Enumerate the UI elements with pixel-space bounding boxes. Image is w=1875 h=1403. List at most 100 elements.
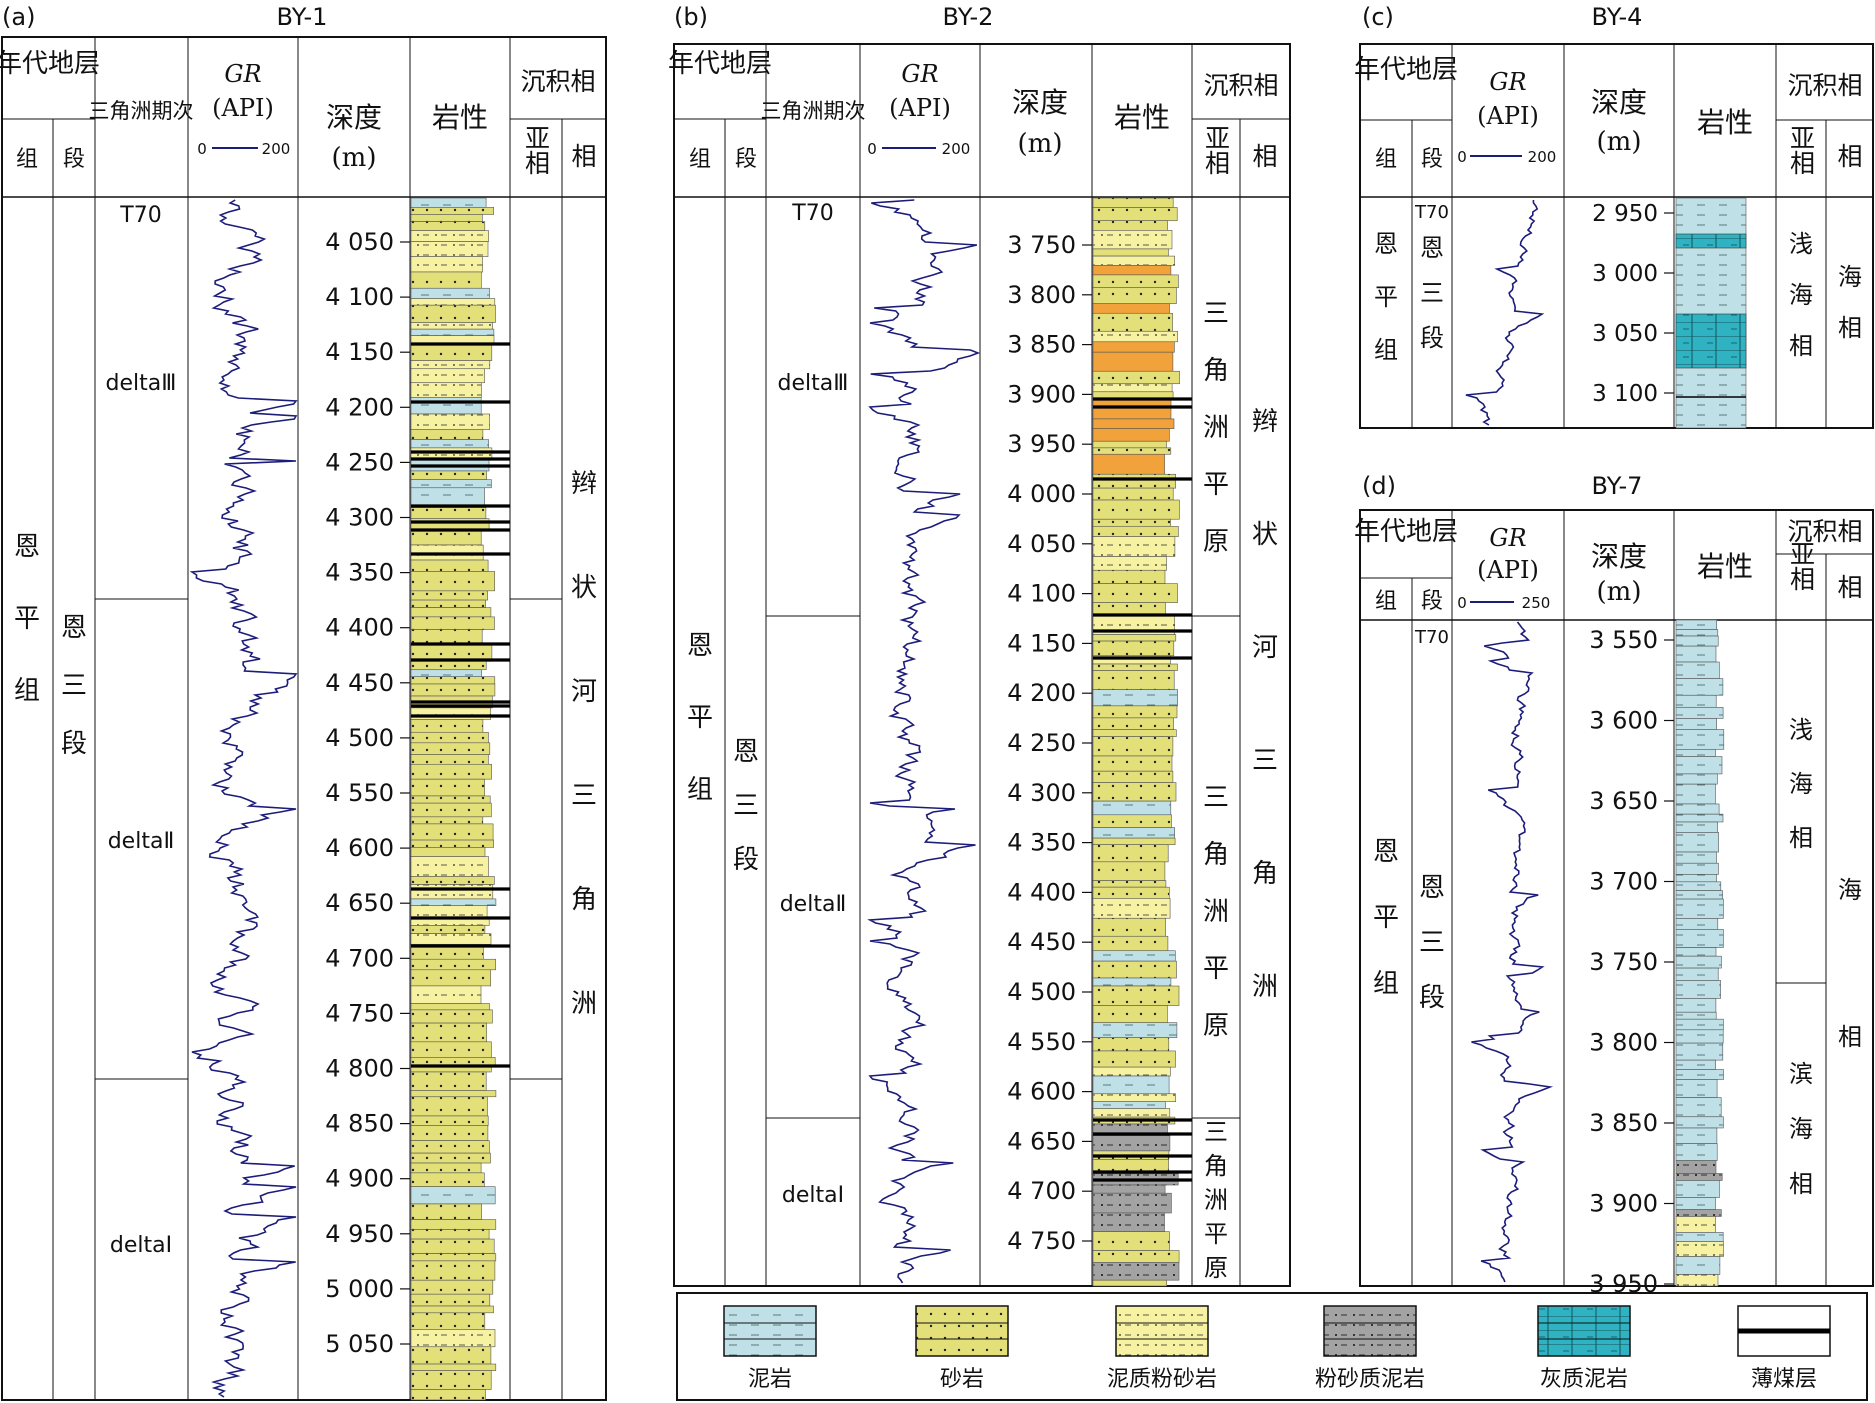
lithology-bed <box>1092 383 1173 393</box>
member-label: 恩三段 <box>61 613 87 759</box>
lithology-bed <box>410 802 492 818</box>
svg-text:三: 三 <box>733 791 759 821</box>
header-facies: 沉积相 <box>520 67 595 96</box>
panel-frame <box>673 43 1291 1287</box>
lithology-bed <box>1675 851 1717 864</box>
well-name: BY-7 <box>1592 472 1643 500</box>
header-lithology: 岩性 <box>1114 101 1170 134</box>
delta-stage-3: deltaⅢ <box>778 371 849 396</box>
lithology-bed <box>1675 1256 1721 1275</box>
subfacies-label: 浅海相 <box>1789 716 1813 852</box>
header-subfacies: 亚相 <box>522 125 551 175</box>
lithology-bed <box>1092 1231 1170 1251</box>
depth-tick-label: 4 100 <box>325 283 394 311</box>
svg-text:段: 段 <box>1420 324 1444 352</box>
depth-tick-label: 4 250 <box>325 448 394 476</box>
depth-axis: 4 050 4 100 4 150 4 200 4 250 4 300 4 350 4 400… <box>325 228 410 1358</box>
lithology-bed <box>1092 755 1173 772</box>
lithology-bed <box>1092 1101 1166 1109</box>
svg-text:三: 三 <box>1203 783 1229 813</box>
svg-text:平: 平 <box>14 604 40 634</box>
lithology-bed <box>1092 556 1167 571</box>
member-label: 恩三段 <box>1420 234 1444 352</box>
header-lithology: 岩性 <box>1697 106 1753 139</box>
svg-text:相: 相 <box>1838 314 1862 342</box>
lithology-bed <box>1092 1135 1171 1152</box>
lithology-bed <box>410 1162 482 1174</box>
lithology-bed <box>1092 844 1169 863</box>
header-gr: GR <box>1489 524 1526 552</box>
svg-text:恩: 恩 <box>14 532 40 562</box>
lithology-bed <box>410 571 495 592</box>
lithology-bed <box>410 816 484 825</box>
lithology-bed <box>410 271 482 289</box>
depth-tick-label: 4 250 <box>1007 729 1076 757</box>
lithology-bed <box>410 1152 491 1164</box>
svg-text:角: 角 <box>1203 840 1229 870</box>
lithology-bed <box>1092 583 1178 603</box>
depth-tick-label: 4 350 <box>325 559 394 587</box>
lithology-bed <box>1092 525 1179 537</box>
header-delta-stage: 三角洲期次 <box>761 99 866 123</box>
lithology-bed <box>1092 705 1178 719</box>
depth-tick-label: 3 850 <box>1589 1109 1658 1137</box>
svg-text:恩: 恩 <box>1419 873 1445 903</box>
lithology-bed <box>1092 428 1170 442</box>
header-depth: 深度 <box>1012 86 1068 119</box>
delta-stage-2: deltaⅡ <box>780 892 847 917</box>
panel-letter: (a) <box>2 3 35 31</box>
svg-text:状: 状 <box>1252 520 1278 550</box>
lithology-bed <box>1675 233 1747 249</box>
panel-letter: (c) <box>1362 3 1394 31</box>
gr-curve <box>867 199 981 1284</box>
panel-by7: (d) BY-7 年代地层 组 段 GR (API) 0 250 深度 (m) … <box>1354 472 1874 1298</box>
lithology-bed <box>1675 635 1719 647</box>
legend-label: 粉砂质泥岩 <box>1315 1367 1425 1392</box>
horizon-label: T70 <box>119 203 161 228</box>
lithology-bed <box>1675 1079 1718 1098</box>
lithology-bed <box>410 1238 495 1254</box>
depth-tick-label: 4 400 <box>325 614 394 642</box>
depth-tick-label: 3 700 <box>1589 868 1658 896</box>
svg-text:恩: 恩 <box>687 631 713 661</box>
lithology-bed <box>410 559 489 572</box>
lithology-bed <box>1092 220 1168 231</box>
panel-by2: (b) BY-2 年代地层 组 段 三角洲期次 GR (API) 0 200 深… <box>668 3 1291 1287</box>
svg-text:河: 河 <box>1252 633 1278 663</box>
header-era: 年代地层 <box>1354 55 1458 85</box>
depth-tick-label: 4 500 <box>1007 978 1076 1006</box>
subfacies-label: 浅海相 <box>1789 230 1813 360</box>
depth-axis: 3 550 3 600 3 650 3 700 3 750 3 800 3 850 3 900… <box>1589 626 1674 1298</box>
formation-label: 恩平组 <box>1373 837 1399 999</box>
lithology-bed <box>1675 980 1721 999</box>
lithology-bed <box>1092 827 1175 839</box>
depth-axis: 2 950 3 000 3 050 3 100 <box>1592 201 1674 407</box>
well-name: BY-4 <box>1592 3 1643 31</box>
formation-label: 恩平组 <box>14 532 40 706</box>
svg-text:平: 平 <box>1204 1220 1228 1248</box>
lithology-bed <box>1675 813 1724 823</box>
svg-text:三: 三 <box>1203 299 1229 329</box>
depth-tick-label: 3 600 <box>1589 707 1658 735</box>
lithology-bed <box>1675 313 1747 369</box>
legend-label: 砂岩 <box>940 1367 984 1392</box>
lithology-bed <box>1092 1108 1171 1118</box>
lithology-bed <box>1675 197 1747 429</box>
svg-text:相: 相 <box>1838 1023 1862 1051</box>
lithology-bed <box>1092 351 1174 372</box>
lithology-bed <box>410 1389 486 1401</box>
panel-frame <box>1359 509 1874 1287</box>
depth-tick-label: 3 000 <box>1592 261 1658 287</box>
lithology-bed <box>1675 1241 1724 1257</box>
depth-tick-label: 3 800 <box>1007 281 1076 309</box>
legend-swatch <box>1323 1305 1417 1357</box>
panel-by1: (a) BY-1 年代地层 组 段 三角洲期次 GR (API) 0 200 深… <box>0 3 607 1401</box>
header-formation: 组 <box>1375 147 1397 172</box>
lithology-bed <box>1092 663 1178 671</box>
svg-text:组: 组 <box>1374 336 1398 364</box>
lithology-bed <box>1675 898 1724 919</box>
svg-text:三: 三 <box>1204 1118 1228 1146</box>
formation-label: 恩平组 <box>1374 230 1398 364</box>
depth-tick-label: 4 350 <box>1007 829 1076 857</box>
lithology-bed <box>410 1057 496 1066</box>
